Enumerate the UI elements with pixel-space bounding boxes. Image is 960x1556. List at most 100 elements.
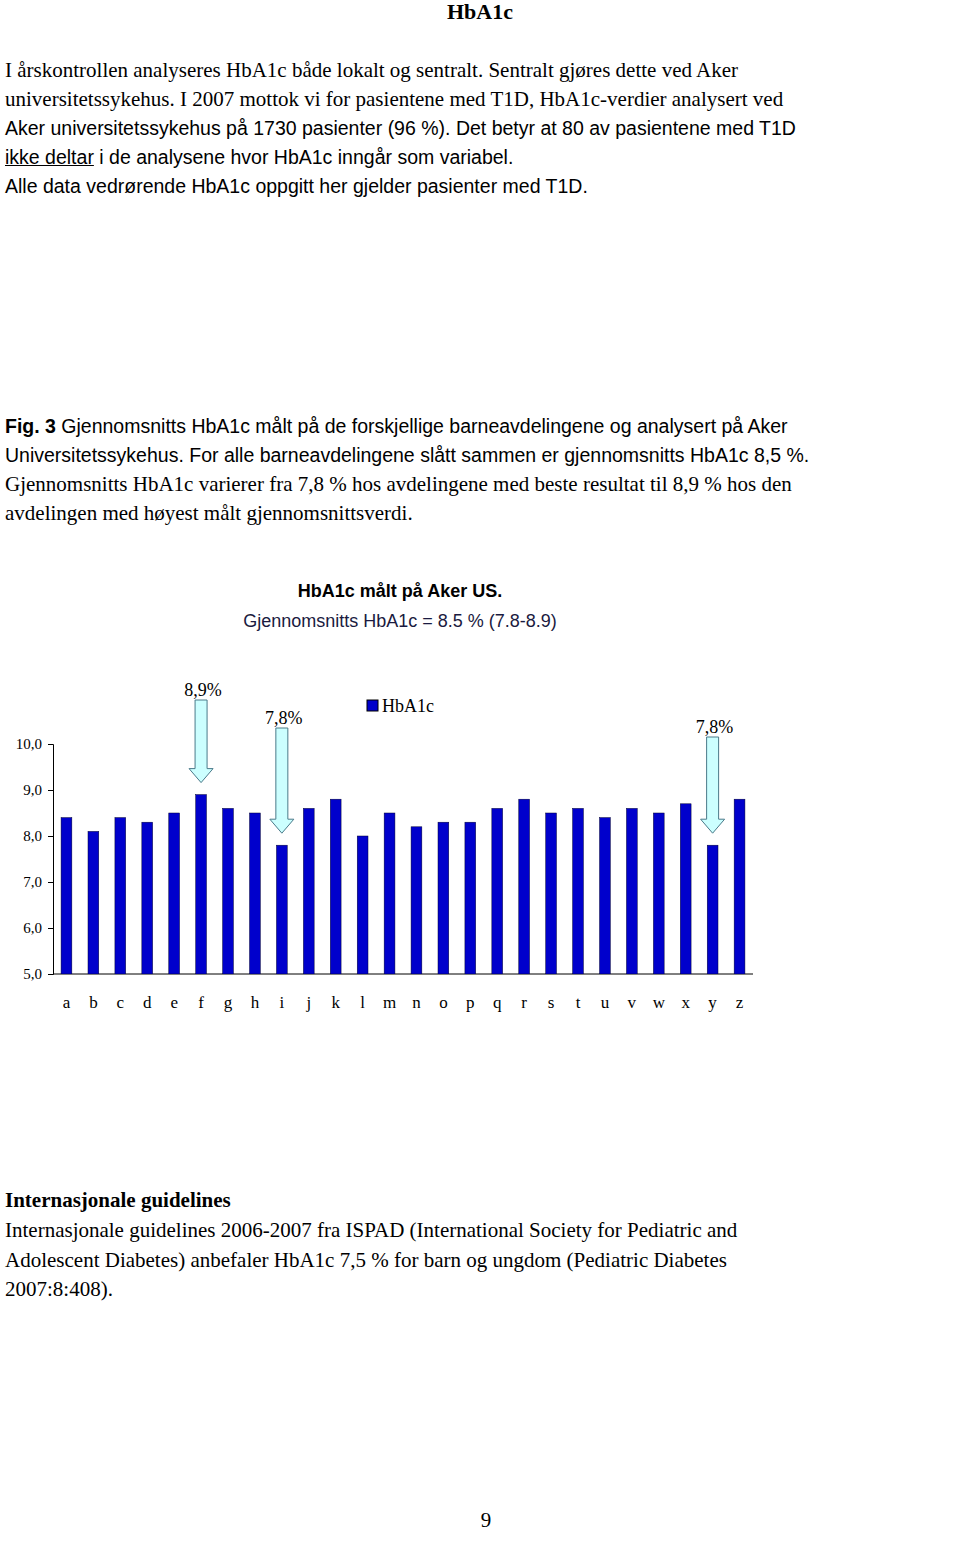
y-tick-label: 6,0 bbox=[23, 920, 42, 936]
bar bbox=[384, 813, 395, 974]
x-tick-label: t bbox=[576, 993, 581, 1012]
bar bbox=[276, 845, 287, 974]
x-tick-label: i bbox=[279, 993, 284, 1012]
section-line: Adolescent Diabetes) anbefaler HbA1c 7,5… bbox=[5, 1248, 727, 1272]
bar bbox=[115, 818, 126, 974]
x-tick-label: s bbox=[548, 993, 555, 1012]
x-tick: p bbox=[466, 993, 475, 1012]
caption-line: Gjennomsnitts HbA1c varierer fra 7,8 % h… bbox=[5, 472, 792, 496]
x-tick-label: m bbox=[383, 993, 396, 1012]
y-axis-line bbox=[48, 745, 54, 975]
x-tick: w bbox=[653, 993, 666, 1012]
x-tick: n bbox=[412, 993, 421, 1012]
x-tick: i bbox=[279, 993, 284, 1012]
x-tick-label: r bbox=[521, 993, 527, 1012]
x-tick: s bbox=[548, 993, 555, 1012]
caption-line-segment: Fig. 3 bbox=[5, 415, 56, 437]
bar bbox=[303, 808, 314, 974]
bar bbox=[411, 827, 422, 974]
x-tick-label: a bbox=[63, 993, 71, 1012]
bar bbox=[734, 799, 745, 974]
intro-line: ikke deltar i de analysene hvor HbA1c in… bbox=[5, 145, 513, 169]
bar bbox=[223, 808, 234, 974]
bar bbox=[196, 795, 207, 974]
caption-line-segment: Gjennomsnitts HbA1c målt på de forskjell… bbox=[56, 415, 788, 437]
y-axis: 5,0 6,0 7,0 8,0 9,0 10,0 bbox=[16, 736, 54, 982]
x-tick-label: h bbox=[251, 993, 260, 1012]
x-tick-label: g bbox=[224, 993, 233, 1012]
annotation-label: 8,9% bbox=[184, 680, 222, 700]
legend-swatch bbox=[367, 700, 378, 711]
caption-line: Universitetssykehus. For alle barneavdel… bbox=[5, 443, 809, 467]
chart-title: HbA1c målt på Aker US. bbox=[298, 581, 502, 601]
y-tick: 7,0 bbox=[23, 874, 53, 890]
x-tick-label: b bbox=[89, 993, 98, 1012]
annotation-arrow bbox=[270, 728, 294, 833]
x-tick: o bbox=[439, 993, 448, 1012]
y-tick-label: 7,0 bbox=[23, 874, 42, 890]
x-tick: q bbox=[493, 993, 502, 1012]
y-tick-mark bbox=[48, 744, 53, 745]
x-tick-label: u bbox=[601, 993, 610, 1012]
chart-subtitle: Gjennomsnitts HbA1c = 8.5 % (7.8-8.9) bbox=[243, 611, 557, 631]
x-tick-label: y bbox=[708, 993, 717, 1012]
x-tick-label: k bbox=[331, 993, 340, 1012]
caption-line: avdelingen med høyest målt gjennomsnitts… bbox=[5, 501, 413, 525]
bar bbox=[573, 808, 584, 974]
y-tick-mark bbox=[48, 882, 53, 883]
page-number: 9 bbox=[0, 1508, 960, 1533]
legend-label: HbA1c bbox=[382, 696, 434, 716]
y-tick-label: 5,0 bbox=[23, 966, 42, 982]
y-tick: 6,0 bbox=[23, 920, 53, 936]
x-tick-label: w bbox=[653, 993, 666, 1012]
chart: HbA1c målt på Aker US. Gjennomsnitts HbA1… bbox=[0, 0, 960, 1556]
bar bbox=[330, 799, 341, 974]
x-tick-label: d bbox=[143, 993, 152, 1012]
bar bbox=[438, 822, 449, 974]
intro-line: Alle data vedrørende HbA1c oppgitt her g… bbox=[5, 174, 588, 198]
y-tick-mark bbox=[48, 974, 53, 975]
y-tick: 5,0 bbox=[23, 966, 53, 982]
section-line: Internasjonale guidelines 2006-2007 fra … bbox=[5, 1218, 737, 1242]
y-tick-label: 9,0 bbox=[23, 782, 42, 798]
x-tick-label: o bbox=[439, 993, 448, 1012]
x-tick: l bbox=[360, 993, 365, 1012]
intro-line: I årskontrollen analyseres HbA1c både lo… bbox=[5, 58, 738, 82]
x-tick: v bbox=[628, 993, 637, 1012]
x-tick-label: c bbox=[117, 993, 125, 1012]
x-tick: g bbox=[224, 993, 233, 1012]
y-tick: 8,0 bbox=[23, 828, 53, 844]
bar bbox=[169, 813, 180, 974]
x-tick: z bbox=[736, 993, 744, 1012]
x-axis: abcde f ghi j k lmnopqr s t uvwxyz bbox=[53, 974, 753, 1012]
x-tick-label: e bbox=[170, 993, 178, 1012]
x-tick: c bbox=[117, 993, 125, 1012]
x-tick-label: z bbox=[736, 993, 744, 1012]
x-tick-label: q bbox=[493, 993, 502, 1012]
x-tick: f bbox=[198, 993, 204, 1012]
x-tick: j bbox=[305, 993, 311, 1012]
intro-line: Aker universitetssykehus på 1730 pasient… bbox=[5, 116, 796, 140]
x-tick-label: f bbox=[198, 993, 204, 1012]
section-heading: Internasjonale guidelines bbox=[5, 1188, 231, 1212]
annotation-label: 7,8% bbox=[265, 708, 303, 728]
bar bbox=[142, 822, 153, 974]
x-tick: d bbox=[143, 993, 152, 1012]
x-tick: x bbox=[681, 993, 690, 1012]
intro-line-segment: ikke deltar bbox=[5, 146, 94, 168]
bar bbox=[707, 845, 718, 974]
bar bbox=[61, 818, 72, 974]
bar bbox=[357, 836, 368, 974]
annotation-label: 7,8% bbox=[696, 717, 734, 737]
x-tick: h bbox=[251, 993, 260, 1012]
y-tick-label: 10,0 bbox=[16, 736, 42, 752]
y-tick: 10,0 bbox=[16, 736, 53, 752]
y-tick-mark bbox=[48, 790, 53, 791]
intro-line: universitetssykehus. I 2007 mottok vi fo… bbox=[5, 87, 783, 111]
section-line: 2007:8:408). bbox=[5, 1277, 113, 1301]
intro-line-segment: i de analysene hvor HbA1c inngår som var… bbox=[94, 146, 513, 168]
x-tick-label: j bbox=[305, 993, 311, 1012]
bar bbox=[653, 813, 664, 974]
y-tick-mark bbox=[48, 836, 53, 837]
x-tick-label: v bbox=[628, 993, 637, 1012]
